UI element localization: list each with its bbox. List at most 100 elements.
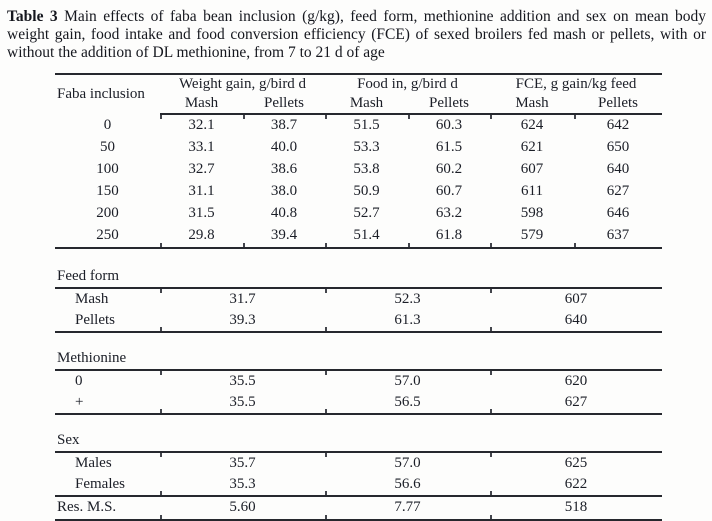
- data-cell: 57.0: [325, 369, 491, 392]
- data-cell: 53.8: [353, 161, 380, 178]
- row-label: 150: [96, 183, 119, 200]
- row-label-pellets: Pellets: [55, 309, 160, 333]
- data-cell: 57.0: [325, 451, 491, 474]
- row-label: 0: [103, 116, 112, 133]
- row-label: 250: [55, 224, 160, 249]
- caption-text: Main effects of faba bean inclusion (g/k…: [7, 8, 706, 62]
- data-cell: 624: [490, 113, 575, 137]
- data-cell: 63.2: [435, 205, 463, 222]
- subheader-mash: Mash: [325, 93, 409, 115]
- data-cell: 35.7: [160, 451, 326, 474]
- data-cell: 35.3: [160, 473, 326, 497]
- page: { "caption": { "label": "Table 3", "text…: [0, 8, 712, 521]
- data-cell: 620: [490, 369, 663, 392]
- data-cell: 61.8: [408, 224, 491, 249]
- data-cell: 611: [521, 183, 543, 200]
- data-cell: 38.6: [270, 161, 298, 178]
- data-cell: 607: [490, 287, 663, 310]
- data-cell: 50.9: [353, 183, 380, 200]
- table-row: 0 35.5 57.0 620: [55, 369, 663, 392]
- data-cell: 40.8: [270, 205, 298, 222]
- group-header-fce: FCE, g gain/kg feed: [515, 75, 637, 92]
- row-label-res-ms: Res. M.S.: [55, 495, 160, 521]
- spacer-row: [55, 248, 662, 267]
- section-title-row: Sex: [55, 430, 663, 453]
- row-label: 200: [96, 205, 119, 222]
- data-cell: 61.5: [435, 139, 463, 156]
- data-cell: 621: [520, 139, 544, 156]
- row-label-males: Males: [75, 454, 112, 471]
- table-row: 50 33.1 40.0 53.3 61.5 621 650: [55, 137, 662, 159]
- data-cell: 52.7: [353, 205, 380, 222]
- data-cell: 31.7: [160, 287, 326, 310]
- table-row: Pellets 39.3 61.3 640: [55, 309, 663, 333]
- data-cell: 32.1: [160, 113, 243, 137]
- data-cell: 640: [490, 309, 663, 333]
- subheader-mash: Mash: [160, 93, 243, 115]
- row-label-no-methionine: 0: [75, 372, 83, 389]
- data-cell: 35.5: [160, 369, 326, 392]
- data-cell: 627: [490, 391, 663, 415]
- subheader-row: Mash Pellets Mash Pellets Mash Pellets: [55, 93, 663, 115]
- row-label-females: Females: [55, 473, 160, 497]
- section-title-feed-form: Feed form: [55, 266, 663, 289]
- section-title-methionine: Methionine: [55, 348, 663, 371]
- data-cell: 625: [490, 451, 663, 474]
- data-cell: 33.1: [188, 139, 215, 156]
- section-title-row: Feed form: [55, 266, 663, 289]
- data-cell: 51.4: [325, 224, 409, 249]
- data-cell: 38.7: [243, 113, 326, 137]
- data-cell: 31.1: [188, 183, 215, 200]
- data-cell: 52.3: [325, 287, 491, 310]
- data-cell: 61.3: [325, 309, 491, 333]
- data-cell: 38.0: [270, 183, 298, 200]
- data-cell: 29.8: [160, 224, 243, 249]
- data-cell: 39.4: [243, 224, 326, 249]
- data-cell: 642: [574, 113, 663, 137]
- subheader-pellets: Pellets: [574, 93, 663, 115]
- data-cell: 640: [606, 161, 630, 178]
- table-row: Mash 31.7 52.3 607: [55, 287, 663, 310]
- section-title-sex: Sex: [55, 430, 663, 453]
- data-cell: 60.3: [408, 113, 491, 137]
- data-cell: 646: [606, 205, 630, 222]
- data-cell: 53.3: [353, 139, 380, 156]
- data-cell: 51.5: [325, 113, 409, 137]
- data-cell: 607: [520, 161, 544, 178]
- subheader-pellets: Pellets: [408, 93, 491, 115]
- subheader-pellets: Pellets: [243, 93, 326, 115]
- data-cell: 622: [490, 473, 663, 497]
- data-cell: 40.0: [270, 139, 298, 156]
- data-cell: 56.6: [325, 473, 491, 497]
- table-row: 100 32.7 38.6 53.8 60.2 607 640: [55, 159, 662, 181]
- data-cell: 31.5: [188, 205, 215, 222]
- table-row: Males 35.7 57.0 625: [55, 451, 663, 474]
- table-row: 200 31.5 40.8 52.7 63.2 598 646: [55, 203, 662, 225]
- data-cell: 650: [606, 139, 630, 156]
- data-cell: 32.7: [188, 161, 215, 178]
- data-cell: 39.3: [160, 309, 326, 333]
- data-cell: 60.2: [435, 161, 463, 178]
- data-cell: 579: [490, 224, 575, 249]
- group-header-weight-gain: Weight gain, g/bird d: [178, 75, 307, 92]
- data-cell: 637: [574, 224, 663, 249]
- row-label-plus-methionine: +: [55, 391, 160, 415]
- data-cell: 60.7: [435, 183, 463, 200]
- row-header-faba-inclusion: Faba inclusion: [57, 85, 145, 102]
- main-table: Faba inclusion Weight gain, g/bird d Foo…: [55, 72, 663, 521]
- row-label-mash: Mash: [75, 290, 109, 307]
- table-row: Females 35.3 56.6 622: [55, 473, 663, 497]
- data-cell: 598: [520, 205, 544, 222]
- section-title-row: Methionine: [55, 348, 663, 371]
- table-row: 0 32.1 38.7 51.5 60.3 624 642: [55, 113, 663, 137]
- data-cell: 7.77: [325, 495, 491, 521]
- subheader-mash: Mash: [490, 93, 575, 115]
- group-header-row: Faba inclusion Weight gain, g/bird d Foo…: [55, 74, 662, 102]
- data-cell: 518: [490, 495, 663, 521]
- table-number: Table 3: [7, 8, 58, 25]
- data-cell: 5.60: [160, 495, 326, 521]
- footer-row: Res. M.S. 5.60 7.77 518: [55, 495, 663, 521]
- row-label: 100: [96, 161, 119, 178]
- data-cell: 56.5: [325, 391, 491, 415]
- table-row: 250 29.8 39.4 51.4 61.8 579 637: [55, 224, 663, 249]
